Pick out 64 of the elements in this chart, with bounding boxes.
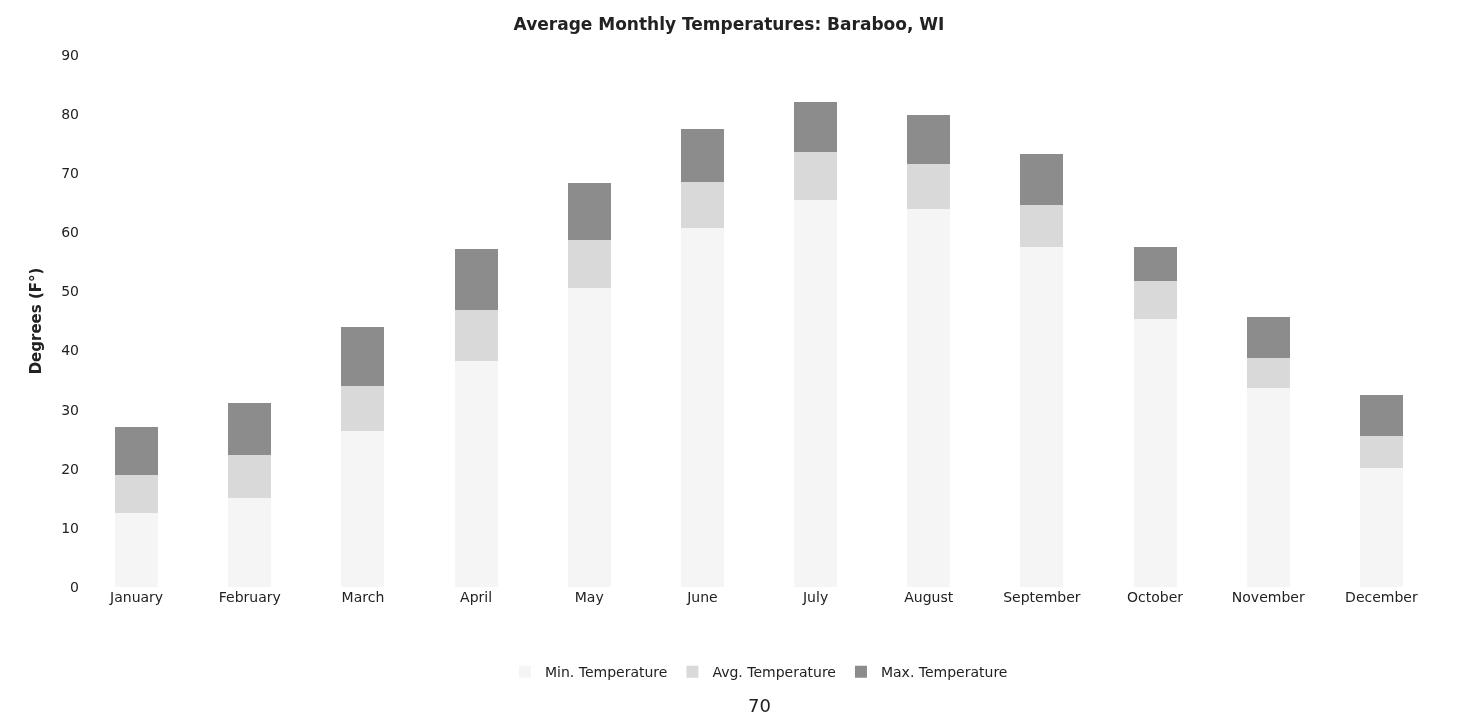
text: 70 (748, 695, 771, 716)
y-tick-label: 80 (61, 106, 79, 123)
y-tick-label: 10 (61, 519, 79, 536)
bar (1020, 205, 1064, 248)
legend-label: Max. Temperature (880, 664, 1008, 681)
bar (1133, 246, 1177, 282)
x-tick-label: August (904, 589, 954, 605)
x-tick-label: May (574, 589, 604, 605)
y-tick-label: 90 (61, 46, 79, 63)
bar (794, 200, 838, 587)
y-tick-label: 60 (61, 224, 79, 241)
bar (680, 128, 724, 182)
bar (454, 361, 498, 587)
bar (907, 164, 951, 209)
bar (907, 208, 951, 587)
bar (1246, 358, 1290, 389)
bar (1020, 247, 1064, 587)
bar (794, 151, 838, 201)
bar (228, 402, 272, 456)
y-tick-label: 0 (70, 578, 79, 595)
x-tick-label: January (109, 589, 164, 605)
y-axis-title: Degrees (F°) (27, 267, 46, 375)
x-tick-label: November (1231, 589, 1305, 605)
x-tick-label: March (341, 589, 385, 605)
bar (907, 115, 951, 165)
y-tick-label: 50 (61, 283, 79, 300)
bar (115, 475, 159, 514)
bar (1133, 281, 1177, 319)
bar (115, 427, 159, 476)
bar (341, 386, 385, 431)
bar (1020, 153, 1064, 206)
bar (1359, 436, 1403, 469)
x-tick-label: February (218, 589, 281, 605)
bar (567, 182, 611, 241)
bar (1246, 316, 1290, 359)
bar (1246, 388, 1290, 587)
x-tick-label: September (1003, 589, 1081, 605)
bar (115, 513, 159, 587)
legend-label: Min. Temperature (545, 664, 668, 681)
bar (228, 498, 272, 587)
bar (680, 181, 724, 228)
bar (228, 455, 272, 499)
bar (1359, 395, 1403, 437)
x-tick-label: June (686, 589, 718, 605)
x-tick-label: October (1127, 589, 1184, 605)
bar (680, 227, 724, 587)
x-tick-label: July (801, 589, 829, 605)
bar (567, 288, 611, 587)
bar (1359, 468, 1403, 587)
bar (341, 326, 385, 387)
x-tick-label: December (1345, 589, 1418, 605)
bar (794, 101, 838, 152)
bar (454, 310, 498, 362)
x-tick-label: April (460, 589, 493, 605)
y-tick-label: 20 (61, 460, 79, 477)
chart-title: Average Monthly Temperatures: Baraboo, WI (513, 13, 945, 34)
y-tick-label: 40 (61, 342, 79, 359)
legend-label: Avg. Temperature (712, 664, 836, 681)
bar (454, 248, 498, 311)
y-tick-label: 70 (61, 165, 79, 182)
bar (341, 430, 385, 587)
y-tick-label: 30 (61, 401, 79, 418)
bar (567, 240, 611, 289)
bar (1133, 318, 1177, 587)
